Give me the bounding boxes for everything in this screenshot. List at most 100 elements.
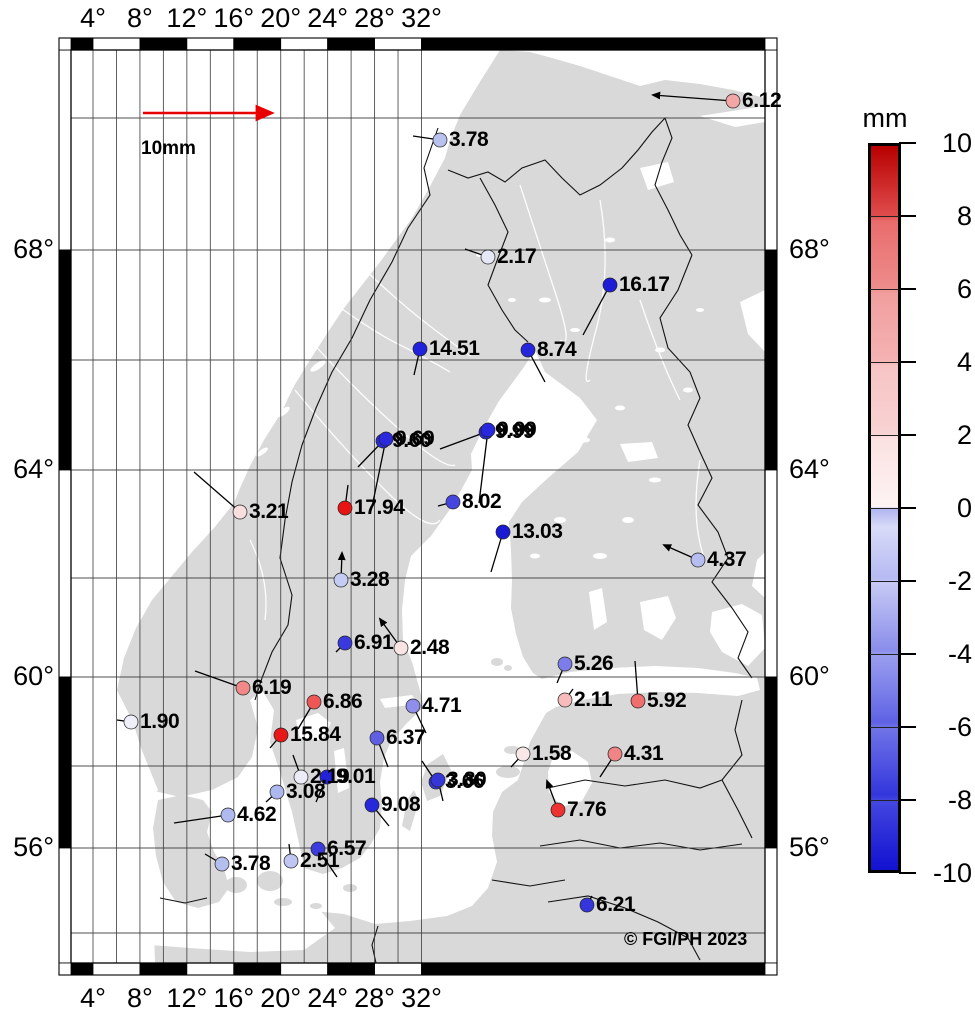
rivers	[249, 184, 706, 641]
station-dot-4.71	[405, 698, 421, 714]
station-dot-4.62	[220, 807, 236, 823]
frame-top-seg	[280, 37, 329, 51]
station-value-label: 6.12	[742, 89, 782, 112]
residual-vector	[478, 429, 489, 504]
station-value-label: 7.76	[567, 798, 607, 821]
station-dot-3.28	[333, 572, 349, 588]
station-dot-3.78	[214, 856, 230, 872]
colorbar-label-8: 8	[956, 201, 972, 231]
frame-left-seg	[58, 249, 72, 471]
colorbar-divider	[870, 435, 899, 436]
station-dot-13.03	[495, 524, 511, 540]
station-value-label: 6.21	[596, 893, 636, 916]
residual-vector	[194, 670, 244, 689]
station-value-label: 3.78	[231, 852, 271, 875]
colorbar-divider	[870, 289, 899, 290]
frame-bottom-seg	[92, 962, 141, 976]
station-value-label: 9.60	[392, 429, 432, 452]
frame-top-seg	[92, 37, 141, 51]
lon-label-top-8°: 8°	[127, 3, 153, 33]
station-dot-5.26	[557, 656, 573, 672]
colorbar-divider	[870, 216, 899, 217]
frame-bottom-seg	[280, 962, 329, 976]
station-dot-6.12	[725, 93, 741, 109]
station-value-label: 1.58	[532, 742, 572, 765]
frame-bottom-seg	[139, 962, 188, 976]
frame-left-seg	[58, 847, 72, 964]
frame-right-seg	[764, 469, 778, 678]
station-value-label: 2.51	[300, 849, 340, 872]
station-value-label: 2.48	[410, 636, 450, 659]
station-dot-3.21	[232, 504, 248, 520]
station-value-label: 5.92	[647, 689, 687, 712]
colorbar-tick	[899, 872, 916, 874]
lon-label-bottom-20°: 20°	[260, 983, 302, 1013]
station-dot-9.69	[378, 431, 394, 447]
station-dot-4.37	[690, 552, 706, 568]
station-dot-9.08	[364, 797, 380, 813]
frame-right-seg	[764, 847, 778, 964]
station-dot-2.48	[393, 640, 409, 656]
lon-label-bottom-16°: 16°	[213, 983, 255, 1013]
residual-vector	[371, 438, 387, 508]
station-dot-4.31	[607, 746, 623, 762]
map-body	[71, 50, 765, 963]
station-dot-6.91	[337, 635, 353, 651]
lon-label-bottom-12°: 12°	[166, 983, 208, 1013]
station-value-label: 6.86	[323, 690, 363, 713]
station-value-label: 9.69	[395, 427, 435, 450]
frame-left-seg	[58, 469, 72, 678]
station-value-label: 17.94	[354, 496, 405, 519]
station-value-label: 15.84	[290, 723, 341, 746]
colorbar-tick	[899, 726, 916, 728]
station-dot-3.80	[430, 772, 446, 788]
frame-left-seg	[58, 676, 72, 849]
lat-label-right-60°: 60°	[789, 661, 830, 691]
station-value-label: 5.26	[574, 652, 614, 675]
colorbar-label-0: 0	[956, 493, 972, 523]
station-value-label: 6.57	[327, 837, 367, 860]
station-value-label: 8.02	[462, 490, 502, 513]
colorbar-divider	[870, 508, 899, 509]
lat-label-left-68°: 68°	[13, 234, 54, 264]
outer-frame-border	[58, 37, 778, 976]
lon-label-bottom-24°: 24°	[307, 983, 349, 1013]
residual-vector	[651, 91, 734, 102]
colorbar-divider	[870, 800, 899, 801]
frame-top-seg	[327, 37, 375, 51]
station-value-label: 16.17	[619, 273, 670, 296]
station-value-label: 3.66	[445, 770, 485, 793]
station-value-label: 3.08	[286, 780, 326, 803]
frame-right-seg	[764, 249, 778, 471]
lon-label-top-20°: 20°	[260, 3, 302, 33]
colorbar-label--10: -10	[932, 858, 972, 888]
lon-label-top-28°: 28°	[354, 3, 395, 33]
lat-label-right-56°: 56°	[789, 832, 830, 862]
colorbar-label--4: -4	[947, 639, 972, 669]
lon-label-bottom-8°: 8°	[127, 983, 153, 1013]
station-value-label: 1.90	[140, 710, 180, 733]
graticule	[71, 50, 765, 963]
station-dot-9.01	[319, 769, 335, 785]
colorbar-label--2: -2	[947, 566, 972, 596]
residual-vector	[173, 814, 229, 824]
station-value-label: 6.37	[386, 726, 426, 749]
colorbar-label-4: 4	[956, 347, 972, 377]
lon-label-top-12°: 12°	[166, 3, 208, 33]
station-value-label: 14.51	[429, 337, 480, 360]
station-dot-17.94	[337, 500, 353, 516]
station-dot-6.57	[310, 841, 326, 857]
station-value-label: 2.11	[574, 688, 613, 711]
colorbar-tick	[899, 580, 916, 582]
frame-corner	[764, 962, 778, 976]
station-dot-2.51	[283, 853, 299, 869]
lat-label-right-68°: 68°	[789, 234, 830, 264]
station-dot-1.58	[515, 746, 531, 762]
frame-bottom-seg	[327, 962, 375, 976]
frame-top-seg	[421, 37, 766, 51]
colorbar-tick	[899, 215, 916, 217]
station-dot-6.86	[306, 694, 322, 710]
colorbar-label-6: 6	[956, 274, 972, 304]
station-value-label: 8.74	[537, 338, 577, 361]
